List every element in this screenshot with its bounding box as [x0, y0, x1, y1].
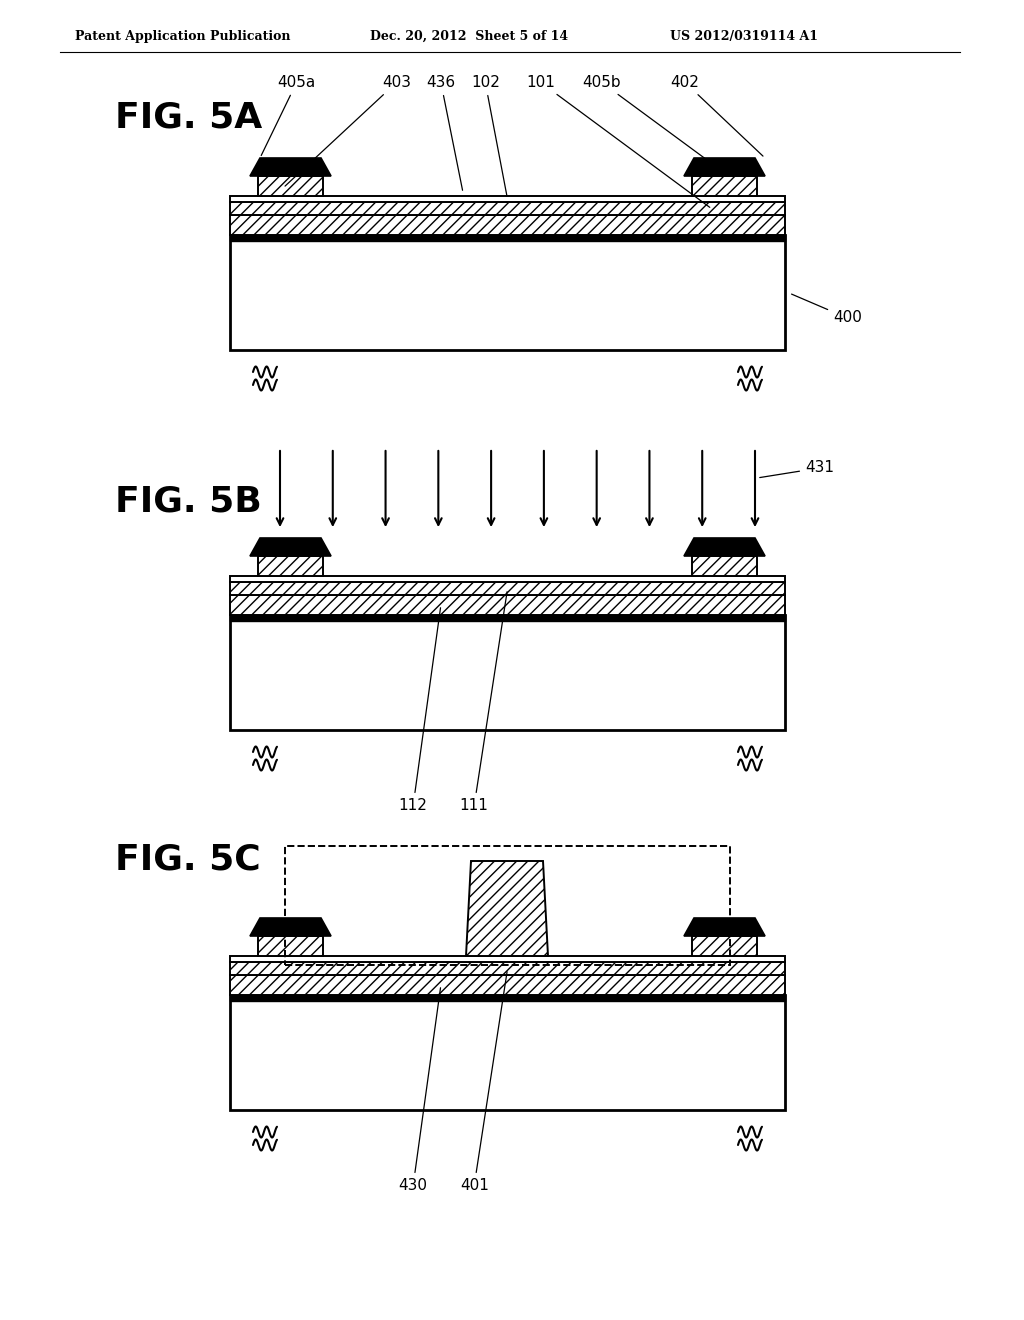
Bar: [692, 176, 757, 195]
Bar: [230, 215, 785, 235]
Polygon shape: [250, 539, 331, 556]
Bar: [230, 202, 785, 215]
Bar: [692, 936, 757, 956]
Bar: [258, 556, 323, 576]
Bar: [230, 195, 785, 202]
Bar: [230, 615, 785, 730]
Text: 111: 111: [460, 591, 507, 813]
Polygon shape: [684, 539, 765, 556]
Bar: [258, 936, 323, 956]
Polygon shape: [250, 917, 331, 936]
Bar: [230, 576, 785, 582]
Bar: [230, 582, 785, 595]
Text: 402: 402: [671, 75, 763, 156]
Polygon shape: [684, 917, 765, 936]
Text: 431: 431: [760, 461, 834, 478]
Text: 102: 102: [471, 75, 507, 197]
Text: Patent Application Publication: Patent Application Publication: [75, 30, 291, 44]
Text: 405b: 405b: [583, 75, 720, 169]
Bar: [230, 995, 785, 1001]
Bar: [230, 615, 785, 620]
Bar: [230, 956, 785, 962]
Polygon shape: [250, 158, 331, 176]
Text: 400: 400: [792, 294, 862, 326]
Bar: [692, 556, 757, 576]
Text: 405a: 405a: [261, 75, 315, 156]
Bar: [258, 176, 323, 195]
Polygon shape: [684, 158, 765, 176]
Text: 112: 112: [398, 607, 440, 813]
Text: 101: 101: [526, 75, 710, 207]
Text: US 2012/0319114 A1: US 2012/0319114 A1: [670, 30, 818, 44]
Bar: [230, 235, 785, 242]
Bar: [230, 235, 785, 350]
Text: 436: 436: [426, 75, 463, 190]
Polygon shape: [466, 861, 548, 956]
Text: FIG. 5A: FIG. 5A: [115, 100, 262, 135]
Text: FIG. 5C: FIG. 5C: [115, 842, 261, 876]
Text: FIG. 5B: FIG. 5B: [115, 484, 262, 519]
Bar: [285, 846, 730, 965]
Text: Dec. 20, 2012  Sheet 5 of 14: Dec. 20, 2012 Sheet 5 of 14: [370, 30, 568, 44]
Text: 403: 403: [285, 75, 411, 186]
Text: 401: 401: [460, 972, 507, 1193]
Bar: [230, 595, 785, 615]
Text: 430: 430: [398, 987, 440, 1193]
Bar: [230, 995, 785, 1110]
Bar: [230, 975, 785, 995]
Bar: [230, 962, 785, 975]
